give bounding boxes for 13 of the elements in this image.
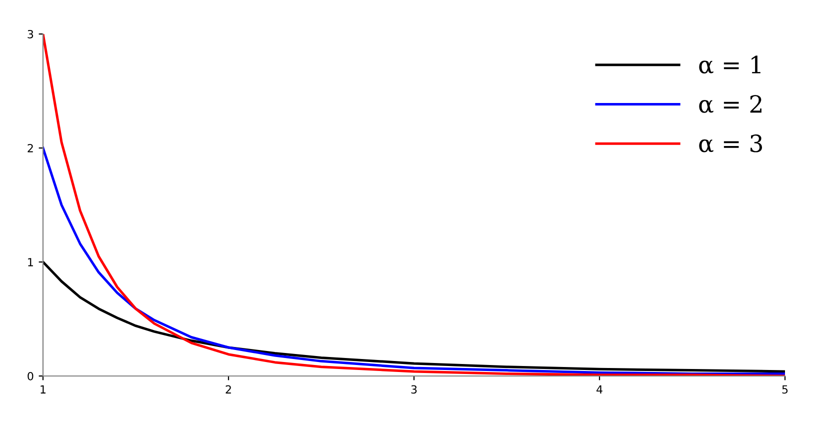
- y-tick-label: 3: [28, 30, 34, 38]
- x-tick-label: 2: [226, 385, 231, 394]
- y-tick-label: 2: [28, 144, 33, 152]
- y-tick-label: 0: [28, 372, 34, 380]
- y-tick-label: 1: [28, 258, 33, 266]
- x-tick-label: 3: [411, 385, 417, 394]
- line-series: [43, 34, 785, 376]
- legend-label: α = 1: [699, 56, 760, 74]
- legend-label: α = 2: [699, 95, 762, 113]
- x-tick-label: 1: [40, 385, 46, 394]
- x-tick-label: 5: [782, 385, 788, 394]
- x-tick-label: 4: [596, 385, 602, 394]
- legend-label: α = 3: [699, 134, 762, 152]
